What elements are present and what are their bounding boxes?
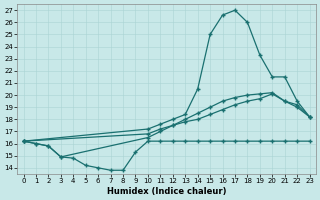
X-axis label: Humidex (Indice chaleur): Humidex (Indice chaleur)	[107, 187, 226, 196]
